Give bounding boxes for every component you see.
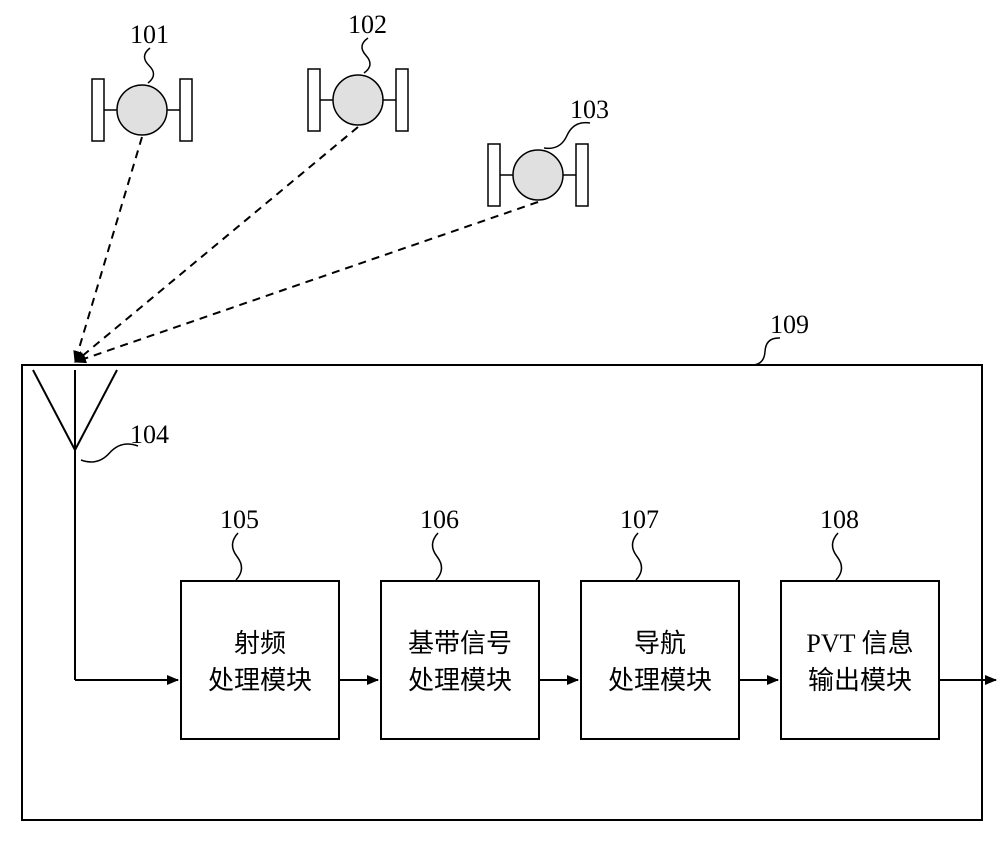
module-label-106: 106 bbox=[420, 505, 459, 535]
module-line1: 导航 bbox=[634, 623, 686, 660]
satellite-label-103: 103 bbox=[570, 95, 609, 125]
module-label-107: 107 bbox=[620, 505, 659, 535]
module-108: PVT 信息输出模块 bbox=[780, 580, 940, 740]
module-line2: 处理模块 bbox=[408, 660, 512, 697]
diagram-container: 109101102103104射频处理模块105基带信号处理模块106导航处理模… bbox=[0, 0, 1000, 840]
module-label-108: 108 bbox=[820, 505, 859, 535]
module-label-105: 105 bbox=[220, 505, 259, 535]
module-line1: 射频 bbox=[234, 623, 286, 660]
module-107: 导航处理模块 bbox=[580, 580, 740, 740]
module-line1: 基带信号 bbox=[408, 623, 512, 660]
module-105: 射频处理模块 bbox=[180, 580, 340, 740]
module-line1: PVT 信息 bbox=[806, 623, 913, 660]
satellite-label-101: 101 bbox=[130, 20, 169, 50]
satellite-label-102: 102 bbox=[348, 10, 387, 40]
module-106: 基带信号处理模块 bbox=[380, 580, 540, 740]
receiver-label: 109 bbox=[770, 310, 809, 340]
antenna-label: 104 bbox=[130, 420, 169, 450]
module-line2: 输出模块 bbox=[808, 660, 912, 697]
module-line2: 处理模块 bbox=[208, 660, 312, 697]
module-line2: 处理模块 bbox=[608, 660, 712, 697]
